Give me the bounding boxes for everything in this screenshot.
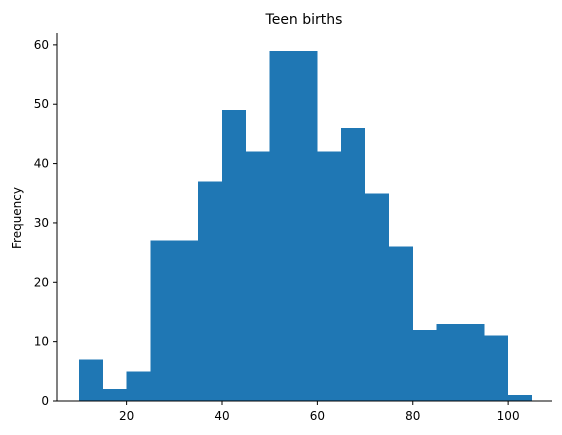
histogram-bar [317, 151, 342, 401]
y-tick-label: 20 [34, 275, 49, 289]
x-tick-label: 20 [119, 409, 134, 423]
histogram-bar [460, 323, 485, 401]
y-axis-ticks: 0 10 20 30 40 50 60 [34, 38, 57, 408]
histogram-bar [174, 240, 199, 401]
histogram-bar [436, 323, 461, 401]
x-tick-label: 60 [310, 409, 325, 423]
x-axis-ticks: 20 40 60 80 100 [119, 401, 520, 423]
histogram-bar [365, 193, 389, 401]
x-tick-label: 80 [405, 409, 420, 423]
y-tick-label: 60 [34, 38, 49, 52]
chart-title: Teen births [265, 12, 343, 28]
y-tick-label: 40 [34, 157, 49, 171]
histogram-bar [341, 127, 366, 401]
histogram-bar [388, 246, 413, 401]
y-tick-label: 0 [41, 394, 49, 408]
histogram-bar [245, 151, 270, 401]
histogram-bar [508, 395, 532, 401]
histogram-bar [293, 50, 318, 401]
histogram-bar [198, 181, 222, 401]
histogram-bars [78, 50, 532, 402]
histogram-bar [78, 359, 103, 401]
histogram-bar [150, 240, 175, 401]
histogram-bar [269, 50, 294, 401]
y-tick-label: 30 [34, 216, 49, 230]
histogram-bar [126, 371, 151, 401]
x-tick-label: 40 [214, 409, 229, 423]
x-tick-label: 100 [497, 409, 520, 423]
y-tick-label: 10 [34, 335, 49, 349]
histogram-bar [484, 335, 509, 401]
y-tick-label: 50 [34, 97, 49, 111]
histogram-bar [102, 389, 127, 401]
histogram-bar [222, 110, 246, 402]
y-axis-label: Frequency [10, 187, 24, 249]
histogram-bar [412, 329, 437, 401]
